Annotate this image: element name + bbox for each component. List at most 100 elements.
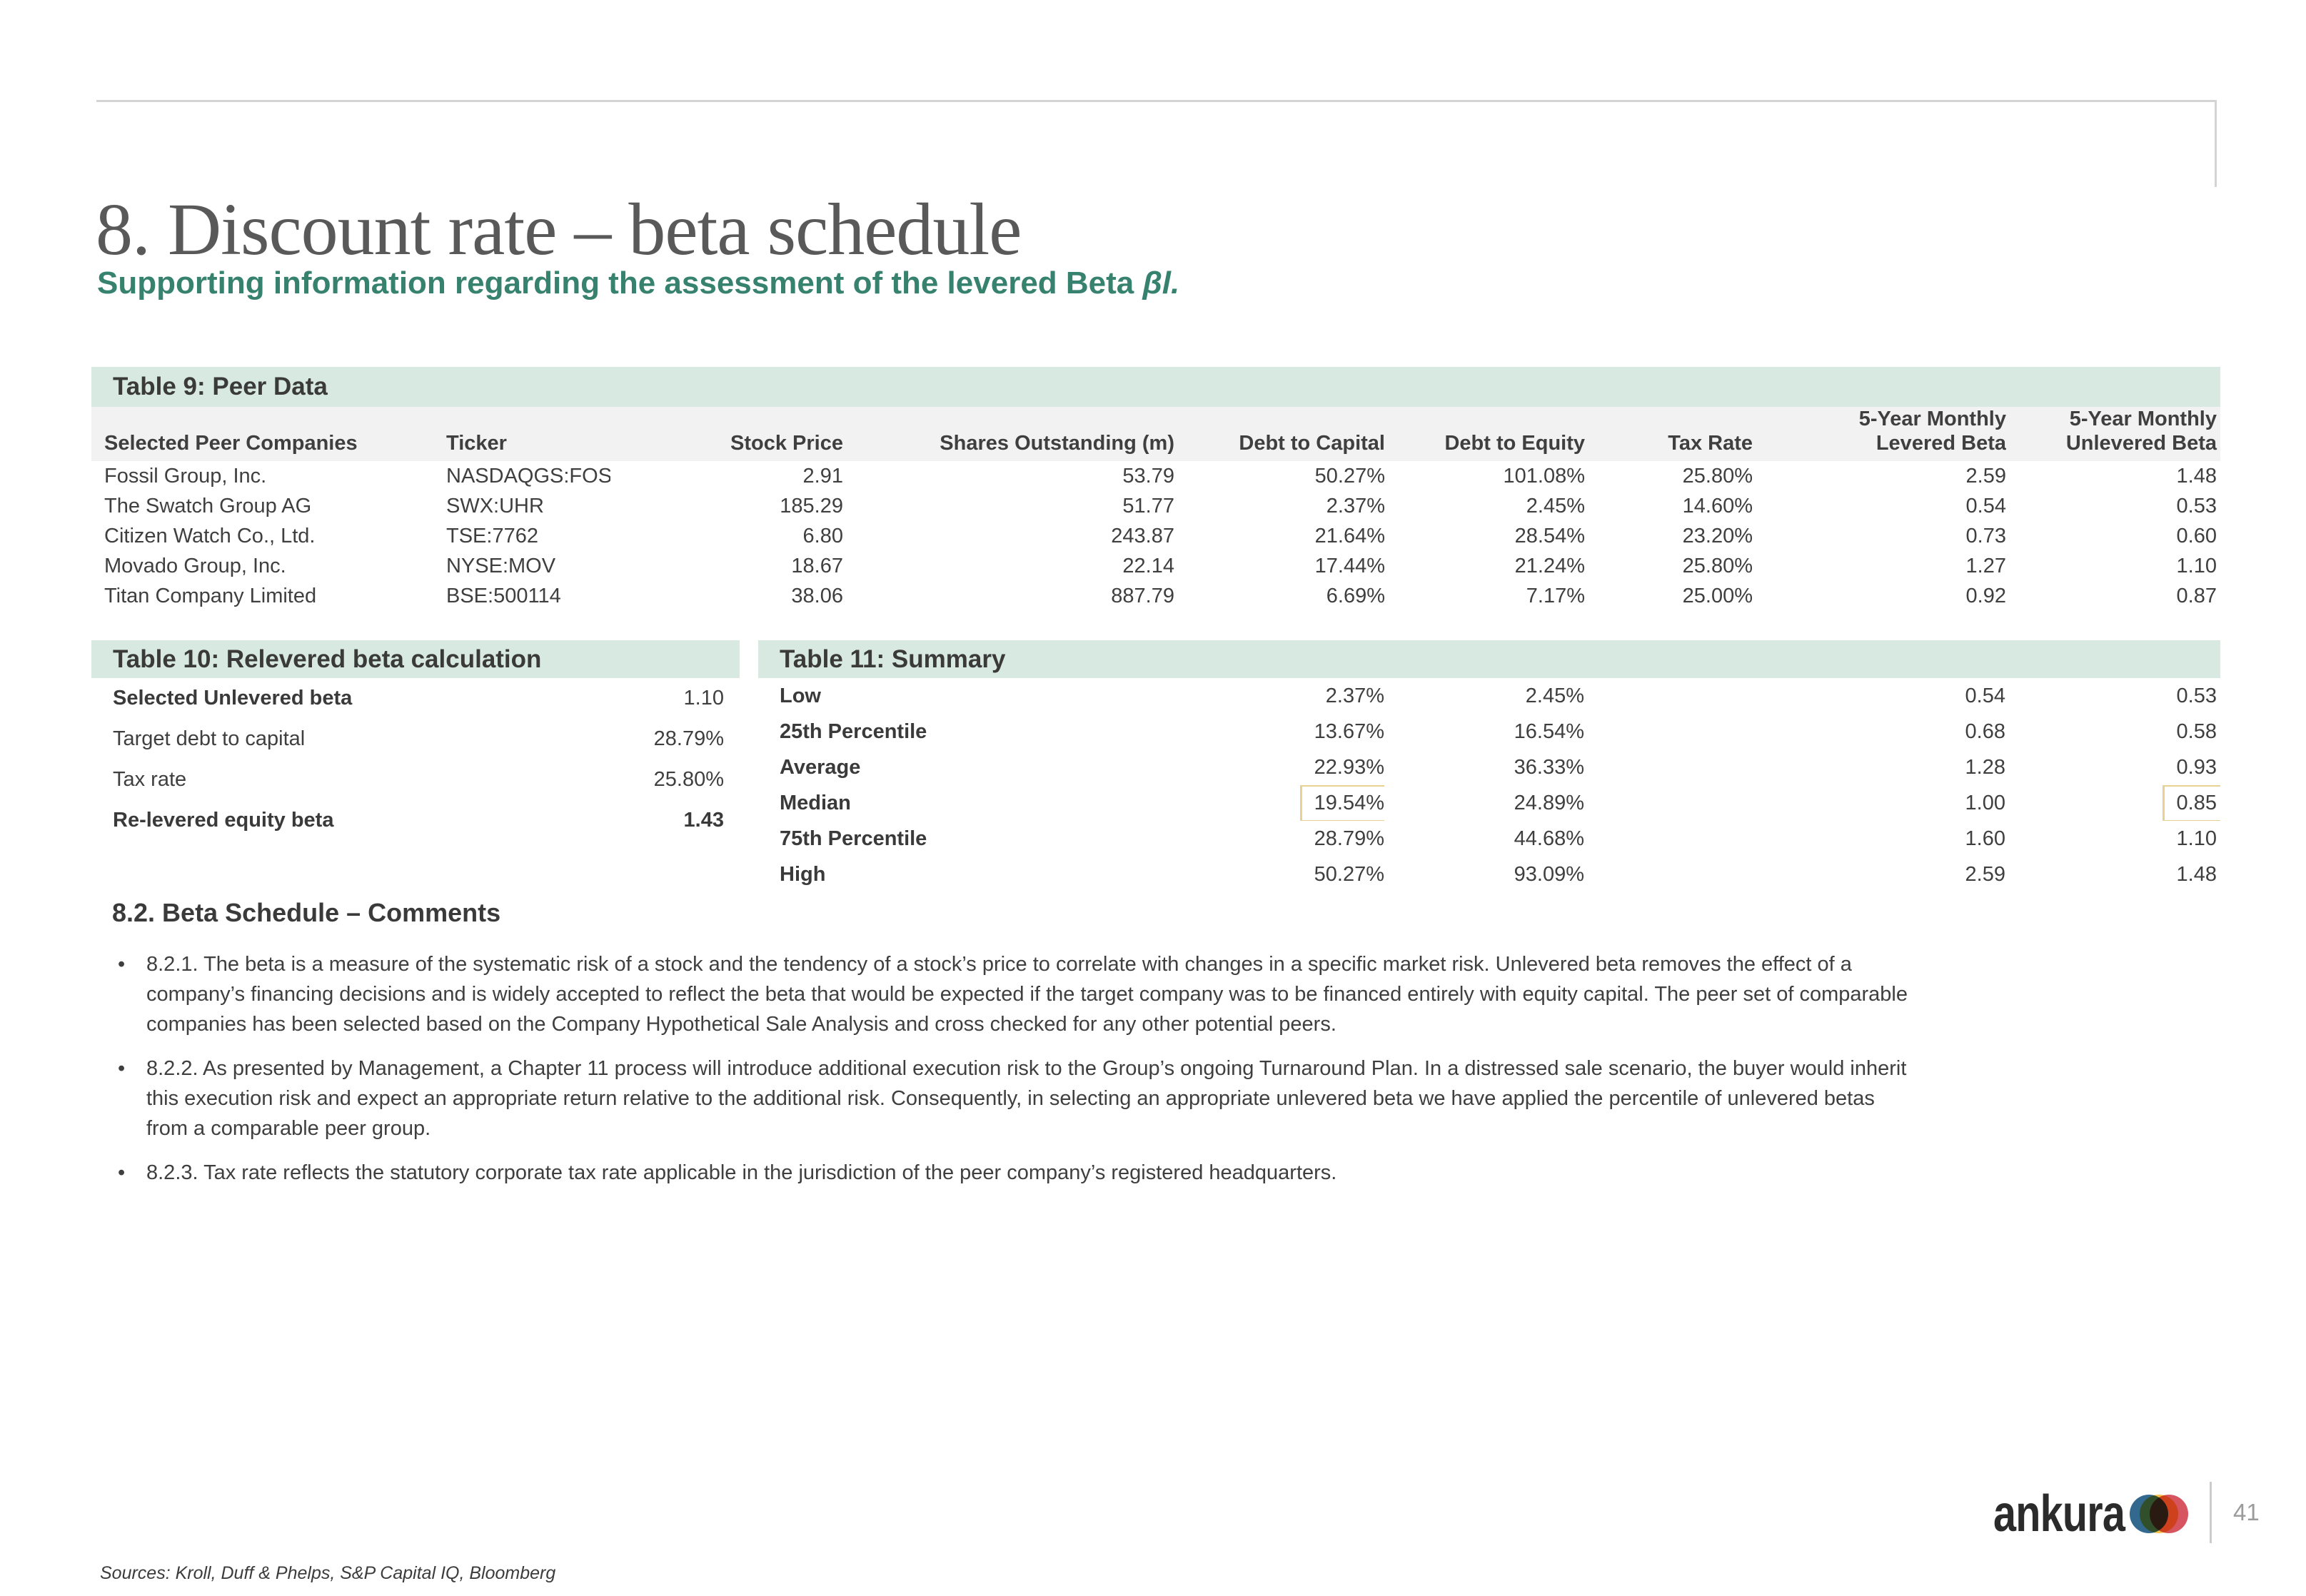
peer-stock-price: 2.91 — [802, 464, 843, 488]
peer-debt-to-equity: 2.45% — [1526, 494, 1585, 517]
table10-label: Tax rate — [113, 768, 187, 791]
bullet-text: 8.2.3. Tax rate reflects the statutory c… — [146, 1161, 1337, 1184]
peer-ticker: NYSE:MOV — [446, 554, 556, 577]
summary-levered-beta: 0.68 — [1965, 719, 2005, 743]
table-row: Titan Company Limited BSE:500114 38.06 8… — [91, 581, 2220, 611]
gold-highlight-box: 0.85 — [2162, 785, 2220, 821]
summary-debt-to-equity: 24.89% — [1514, 791, 1584, 814]
peer-levered-beta: 0.54 — [1965, 494, 2006, 517]
peer-company-name: Fossil Group, Inc. — [104, 464, 267, 488]
peer-shares-outstanding: 887.79 — [1111, 584, 1174, 607]
summary-debt-to-equity: 44.68% — [1514, 827, 1584, 850]
peer-unlevered-beta: 1.48 — [2176, 464, 2217, 488]
list-item: • 8.2.1. The beta is a measure of the sy… — [118, 949, 2224, 1039]
comments-heading: 8.2. Beta Schedule – Comments — [112, 898, 501, 927]
peer-debt-to-equity: 7.17% — [1526, 584, 1585, 607]
summary-unlevered-beta: 0.58 — [2176, 719, 2217, 743]
peer-debt-to-equity: 28.54% — [1514, 524, 1585, 547]
peer-ticker: SWX:UHR — [446, 494, 544, 517]
table9-title-band: Table 9: Peer Data — [91, 367, 2220, 407]
table-row: High 50.27% 93.09% 2.59 1.48 — [758, 857, 2220, 892]
summary-stat-label: Low — [780, 684, 821, 707]
peer-debt-to-capital: 21.64% — [1314, 524, 1385, 547]
peer-levered-beta: 2.59 — [1965, 464, 2006, 488]
peer-debt-to-capital: 17.44% — [1314, 554, 1385, 577]
table9-body: Fossil Group, Inc. NASDAQGS:FOSL 2.91 53… — [91, 461, 2220, 611]
peer-shares-outstanding: 243.87 — [1111, 524, 1174, 547]
bullet-icon: • — [118, 1161, 126, 1184]
table9-col-header: Debt to Equity — [1385, 407, 1585, 461]
bullet-icon: • — [118, 1057, 126, 1080]
gold-highlight-box: 19.54% — [1299, 785, 1384, 821]
summary-unlevered-beta: 1.48 — [2176, 862, 2217, 886]
peer-ticker: NASDAQGS:FOSL — [446, 464, 610, 488]
summary-debt-to-equity: 16.54% — [1514, 719, 1584, 743]
summary-debt-to-capital: 13.67% — [1314, 719, 1384, 743]
table-row: Tax rate 25.80% — [91, 759, 740, 800]
footer-divider — [2210, 1482, 2212, 1543]
bullet-text: 8.2.2. As presented by Management, a Cha… — [146, 1057, 1907, 1140]
ankura-logo: ankura — [1993, 1483, 2189, 1545]
summary-debt-to-equity: 2.45% — [1525, 684, 1584, 707]
table10-value: 1.43 — [683, 809, 724, 832]
table-row: Fossil Group, Inc. NASDAQGS:FOSL 2.91 53… — [91, 461, 2220, 491]
table-row: Average 22.93% 36.33% 1.28 0.93 — [758, 749, 2220, 785]
peer-ticker: TSE:7762 — [446, 524, 538, 547]
summary-debt-to-capital: 28.79% — [1314, 827, 1384, 850]
summary-unlevered-beta: 1.10 — [2176, 827, 2217, 850]
table9-col-header: Stock Price — [610, 407, 843, 461]
table9-header-row: Selected Peer Companies Ticker Stock Pri… — [91, 407, 2220, 461]
table10-title-band: Table 10: Relevered beta calculation — [91, 640, 740, 678]
peer-levered-beta: 1.27 — [1965, 554, 2006, 577]
ankura-logo-circles-icon — [2130, 1495, 2189, 1533]
peer-tax-rate: 25.00% — [1682, 584, 1753, 607]
peer-stock-price: 18.67 — [791, 554, 843, 577]
ankura-logo-text: ankura — [1993, 1485, 2125, 1542]
peer-shares-outstanding: 53.79 — [1122, 464, 1174, 488]
table-row: Selected Unlevered beta 1.10 — [91, 678, 740, 719]
peer-shares-outstanding: 51.77 — [1122, 494, 1174, 517]
top-rule-right-corner — [2215, 100, 2217, 187]
table9-col-header: Selected Peer Companies — [91, 407, 446, 461]
summary-debt-to-equity: 36.33% — [1514, 755, 1584, 779]
peer-debt-to-equity: 101.08% — [1503, 464, 1586, 488]
table-row: The Swatch Group AG SWX:UHR 185.29 51.77… — [91, 491, 2220, 521]
summary-unlevered-beta: 0.93 — [2176, 755, 2217, 779]
table-row: Target debt to capital 28.79% — [91, 719, 740, 759]
summary-debt-to-capital: 2.37% — [1325, 684, 1384, 707]
peer-debt-to-capital: 6.69% — [1326, 584, 1385, 607]
table10-label: Re-levered equity beta — [113, 809, 334, 832]
table10-label: Target debt to capital — [113, 727, 306, 750]
table10-label: Selected Unlevered beta — [113, 687, 353, 709]
page-subtitle-main: Supporting information regarding the ass… — [97, 266, 1143, 300]
peer-levered-beta: 0.92 — [1965, 584, 2006, 607]
summary-stat-label: 25th Percentile — [780, 719, 927, 743]
peer-unlevered-beta: 0.53 — [2176, 494, 2217, 517]
page-subtitle-beta-symbol: βl. — [1142, 266, 1180, 300]
bullet-text: 8.2.1. The beta is a measure of the syst… — [146, 953, 1908, 1036]
table11-summary: Table 11: Summary Low 2.37% 2.45% 0.54 0… — [758, 640, 2220, 892]
summary-levered-beta: 1.60 — [1965, 827, 2005, 850]
table9: Selected Peer Companies Ticker Stock Pri… — [91, 407, 2220, 611]
table-row: Low 2.37% 2.45% 0.54 0.53 — [758, 678, 2220, 714]
page-number: 41 — [2233, 1499, 2260, 1525]
summary-unlevered-beta: 0.53 — [2176, 684, 2217, 707]
table11-title-band: Table 11: Summary — [758, 640, 2220, 678]
peer-debt-to-capital: 50.27% — [1314, 464, 1385, 488]
page-title: 8. Discount rate – beta schedule — [96, 188, 1022, 271]
top-rule — [96, 100, 2217, 102]
summary-unlevered-beta-highlighted: 0.85 — [2005, 785, 2220, 821]
table9-col-header: Tax Rate — [1585, 407, 1753, 461]
summary-debt-to-capital-highlighted: 19.54% — [1070, 785, 1384, 821]
list-item: • 8.2.2. As presented by Management, a C… — [118, 1054, 2224, 1143]
table-row: Movado Group, Inc. NYSE:MOV 18.67 22.14 … — [91, 551, 2220, 581]
summary-levered-beta: 2.59 — [1965, 862, 2005, 886]
table9-col-header: Debt to Capital — [1174, 407, 1385, 461]
table9-col-header: Shares Outstanding (m) — [843, 407, 1174, 461]
table9-peer-data: Table 9: Peer Data Selected Peer Compani… — [91, 367, 2220, 611]
table-row: Citizen Watch Co., Ltd. TSE:7762 6.80 24… — [91, 521, 2220, 551]
table-row: Re-levered equity beta 1.43 — [91, 800, 740, 841]
peer-tax-rate: 23.20% — [1682, 524, 1753, 547]
comments-bullet-list: • 8.2.1. The beta is a measure of the sy… — [118, 949, 2224, 1202]
